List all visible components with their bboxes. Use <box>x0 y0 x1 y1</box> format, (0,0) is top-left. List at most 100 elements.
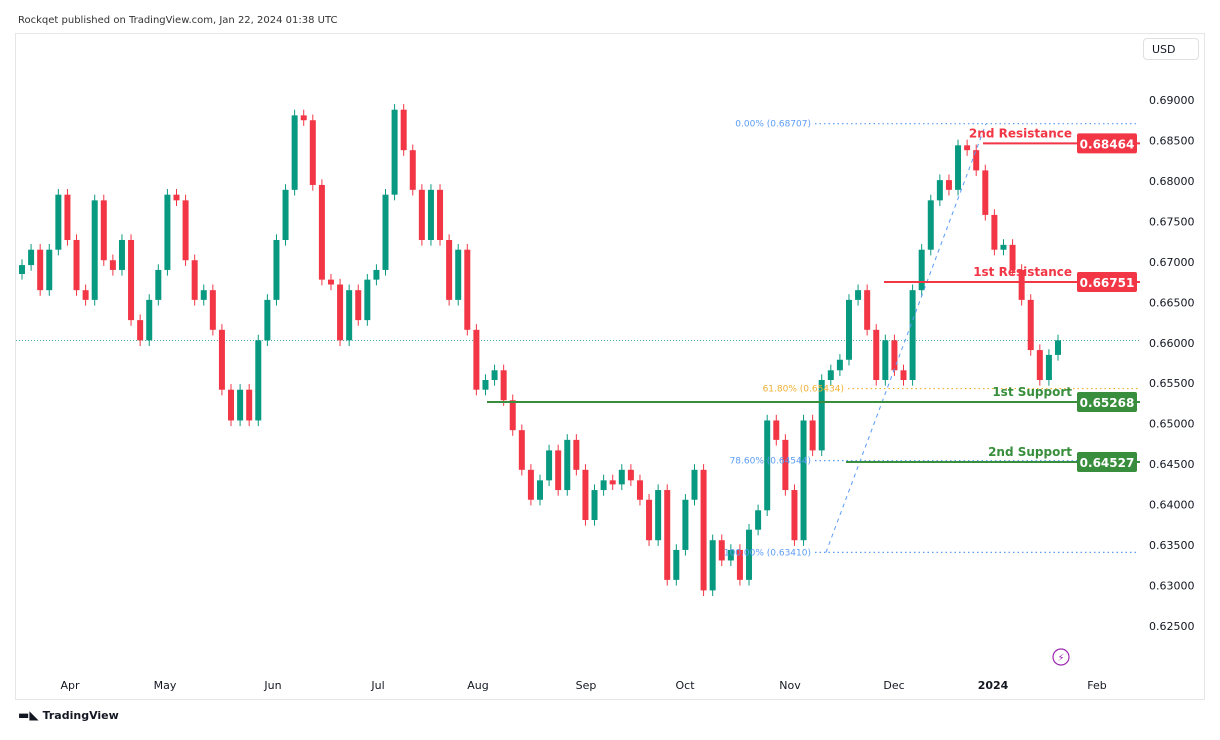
candle-up <box>909 290 916 380</box>
candle-up <box>1045 354 1052 380</box>
candle-down <box>182 200 189 261</box>
candle-down <box>82 290 89 300</box>
candle-up <box>800 420 807 541</box>
candle-up <box>600 480 607 491</box>
candle-down <box>1036 350 1043 380</box>
candle-up <box>346 290 353 341</box>
candle-up <box>164 194 171 270</box>
candle-down <box>791 490 798 541</box>
candle-up <box>491 370 498 380</box>
candle-up <box>28 249 35 266</box>
x-tick-label: Dec <box>883 679 904 692</box>
candle-up <box>955 145 962 190</box>
candle-down <box>809 420 816 451</box>
candle-down <box>518 430 525 470</box>
candle-down <box>409 150 416 190</box>
candle-up <box>591 490 598 520</box>
level-price-label: 0.65268 <box>1080 396 1135 410</box>
candle-down <box>191 260 198 300</box>
candle-up <box>91 200 98 300</box>
lightning-icon <box>1052 648 1070 666</box>
y-tick-label: 0.66000 <box>1149 337 1195 350</box>
candle-up <box>855 290 862 300</box>
candle-down <box>300 115 307 121</box>
candle-up <box>682 499 689 550</box>
candle-down <box>500 370 507 401</box>
candle-up <box>727 549 734 561</box>
candle-down <box>509 400 516 431</box>
candle-up <box>845 299 852 360</box>
lightning-glyph: ⚡ <box>1057 653 1064 664</box>
candle-up <box>118 239 125 270</box>
level-name: 1st Resistance <box>973 265 1072 279</box>
level-price-badge <box>1077 451 1137 472</box>
candle-up <box>691 469 698 500</box>
candle-down <box>736 549 743 580</box>
y-tick-label: 0.62500 <box>1149 620 1195 633</box>
candle-up <box>382 194 389 270</box>
y-tick-label: 0.66500 <box>1149 296 1195 309</box>
y-tick-label: 0.63000 <box>1149 580 1195 593</box>
y-tick-label: 0.65500 <box>1149 377 1195 390</box>
candle-down <box>636 480 643 500</box>
candle-down <box>664 490 671 580</box>
y-tick-label: 0.69000 <box>1149 94 1195 107</box>
y-tick-label: 0.67000 <box>1149 256 1195 269</box>
candle-up <box>709 540 716 591</box>
brand-label: TradingView <box>42 708 119 722</box>
chart-frame <box>15 33 1205 700</box>
x-tick-label: Feb <box>1087 679 1106 692</box>
candle-down <box>982 170 989 215</box>
candle-down <box>773 420 780 440</box>
x-tick-label: 2024 <box>978 679 1009 692</box>
candle-up <box>673 549 680 580</box>
candle-up <box>273 239 280 300</box>
candle-down <box>573 439 580 470</box>
publish-info: Rockqet published on TradingView.com, Ja… <box>18 15 338 26</box>
candle-up <box>482 379 489 390</box>
candle-down <box>782 439 789 491</box>
candle-up <box>882 340 889 380</box>
candle-down <box>418 189 425 240</box>
candle-up <box>237 389 244 421</box>
y-tick-label: 0.65000 <box>1149 418 1195 431</box>
y-tick-label: 0.68000 <box>1149 175 1195 188</box>
candle-up <box>818 379 825 451</box>
x-tick-label: Jun <box>263 679 281 692</box>
candle-up <box>55 194 62 250</box>
candle-down <box>137 320 144 341</box>
candle-down <box>964 145 971 151</box>
tradingview-logo: ▬◣ TradingView <box>18 708 119 722</box>
candle-down <box>464 249 471 330</box>
y-tick-label: 0.64000 <box>1149 499 1195 512</box>
candle-up <box>255 340 262 421</box>
fib-level-label: 78.60% (0.64544) <box>730 457 811 467</box>
candle-down <box>473 329 480 390</box>
candle-down <box>218 329 225 390</box>
candle-down <box>527 469 534 500</box>
level-name: 2nd Resistance <box>969 126 1072 140</box>
candle-down <box>646 499 653 541</box>
currency-button[interactable]: USD <box>1143 38 1199 60</box>
candle-down <box>355 290 362 321</box>
candle-down <box>173 194 180 201</box>
candle-up <box>264 299 271 341</box>
candle-down <box>864 290 871 330</box>
candle-down <box>446 239 453 300</box>
candle-down <box>37 249 44 291</box>
fib-level-label: 0.00% (0.68707) <box>735 120 811 130</box>
candle-down <box>718 540 725 561</box>
candle-down <box>873 329 880 380</box>
candle-down <box>582 469 589 520</box>
candle-up <box>19 265 25 274</box>
x-tick-label: Aug <box>467 679 488 692</box>
candle-up <box>391 109 398 195</box>
candle-down <box>64 194 71 240</box>
candle-down <box>209 290 216 330</box>
candle-up <box>836 359 843 371</box>
candle-up <box>155 269 162 300</box>
x-tick-label: Jul <box>370 679 384 692</box>
candle-down <box>991 214 998 250</box>
candle-down <box>318 184 325 280</box>
